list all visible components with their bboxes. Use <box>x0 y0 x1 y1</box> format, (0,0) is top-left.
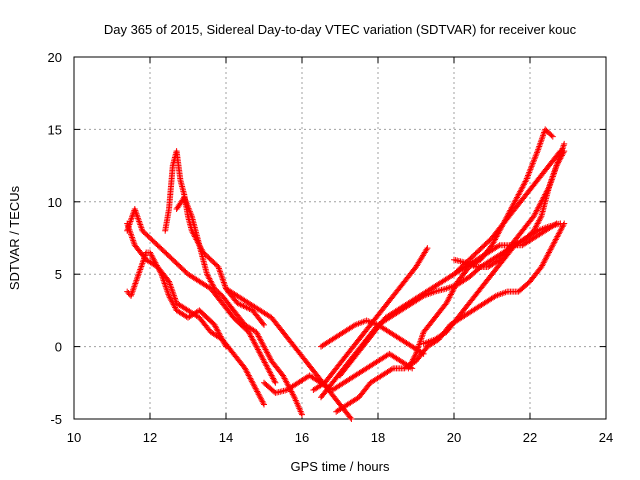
axis-ticks <box>73 56 607 420</box>
data-point <box>157 269 164 276</box>
series-track-6 <box>223 285 355 422</box>
data-points <box>124 126 568 422</box>
data-point <box>423 246 430 253</box>
series-track-9 <box>310 245 431 394</box>
data-point <box>549 133 556 140</box>
data-point <box>388 366 395 373</box>
y-tick-label: 20 <box>48 50 62 65</box>
data-point <box>522 178 529 185</box>
x-tick-label: 18 <box>371 430 385 445</box>
data-point <box>347 414 354 421</box>
x-tick-label: 14 <box>219 430 233 445</box>
data-point <box>552 221 559 228</box>
chart-title: Day 365 of 2015, Sidereal Day-to-day VTE… <box>104 22 577 37</box>
data-point <box>548 132 555 139</box>
data-point <box>561 140 568 147</box>
series-track-2 <box>124 249 229 350</box>
data-point <box>537 214 544 221</box>
y-tick-label: 10 <box>48 195 62 210</box>
tick-labels: 10 12 14 16 18 20 22 24 -5 0 5 10 15 20 <box>48 50 614 445</box>
data-point <box>261 321 267 328</box>
data-point <box>259 320 266 327</box>
data-point <box>560 221 567 228</box>
x-tick-label: 20 <box>447 430 461 445</box>
y-tick-label: 5 <box>55 267 62 282</box>
plot-frame <box>73 56 607 420</box>
data-point <box>556 149 563 156</box>
x-tick-label: 24 <box>599 430 613 445</box>
data-point <box>272 379 279 386</box>
y-tick-label: 0 <box>55 340 62 355</box>
data-point <box>350 322 357 329</box>
x-tick-label: 22 <box>523 430 537 445</box>
data-point <box>561 220 568 227</box>
data-point <box>424 245 431 252</box>
series-track-15 <box>451 148 568 270</box>
data-point <box>491 293 498 300</box>
series-track-7 <box>261 350 416 396</box>
series-track-4 <box>162 148 267 328</box>
data-point <box>261 401 267 408</box>
data-point <box>290 392 297 399</box>
data-point <box>553 220 560 227</box>
x-tick-label: 10 <box>67 430 81 445</box>
data-point <box>495 243 502 250</box>
series-track-3 <box>124 206 279 386</box>
data-point <box>271 378 278 385</box>
data-point <box>124 288 131 295</box>
data-point <box>557 148 564 155</box>
series-track-5 <box>173 194 305 418</box>
x-tick-label: 12 <box>143 430 157 445</box>
y-axis-label: SDTVAR / TECUs <box>7 185 22 290</box>
data-point <box>223 343 229 350</box>
data-point <box>299 411 305 418</box>
data-point <box>222 342 229 349</box>
y-tick-label: -5 <box>50 412 62 427</box>
series-track-12 <box>333 220 568 415</box>
x-tick-label: 16 <box>295 430 309 445</box>
data-point <box>545 185 552 192</box>
series-track-16 <box>451 148 564 278</box>
data-point <box>348 416 355 422</box>
y-tick-label: 15 <box>48 122 62 137</box>
x-axis-label: GPS time / hours <box>291 459 390 474</box>
data-point <box>412 352 419 359</box>
data-point <box>260 400 267 407</box>
